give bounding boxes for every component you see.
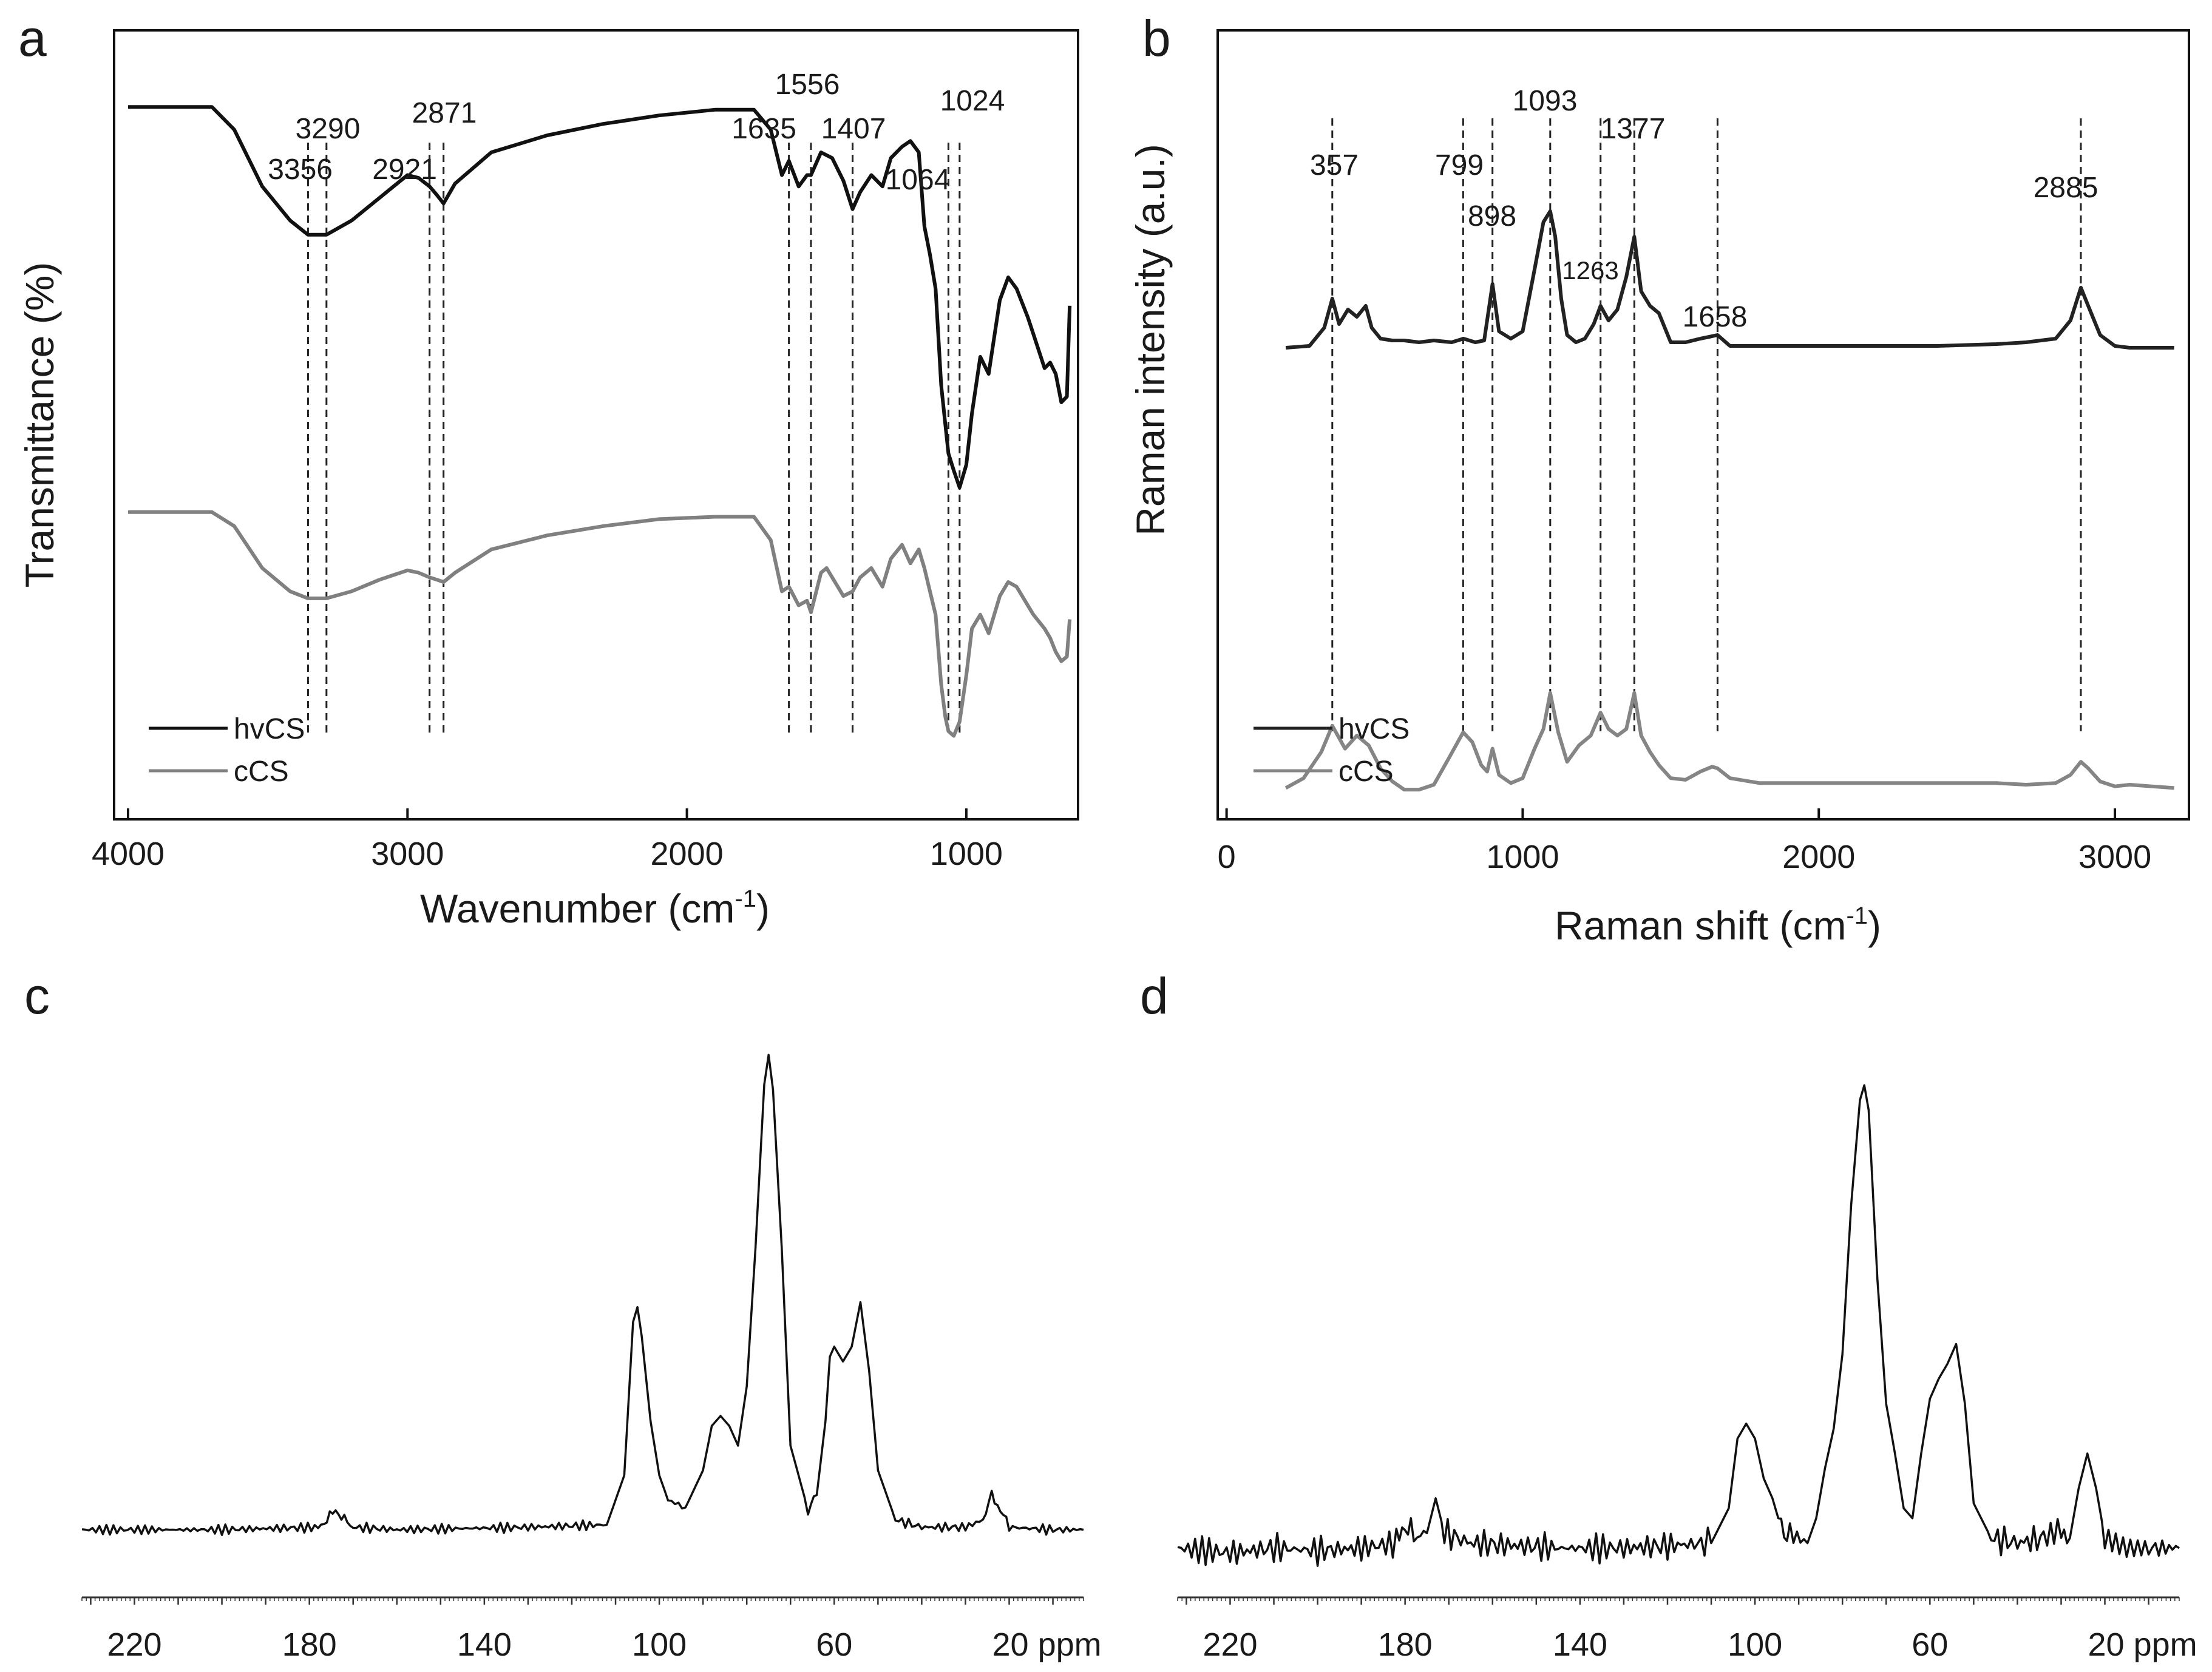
peak-label-2921: 2921 xyxy=(372,154,437,186)
legend-label-ccs-b: cCS xyxy=(1338,756,1394,788)
x-tick-label: 0 xyxy=(1218,839,1236,875)
panel-c-nmr: c 220 180 140 100 60 20 ppm xyxy=(24,967,1102,1663)
nmr-tick-label: 20 ppm xyxy=(992,1626,1102,1663)
legend-label-hvcs: hvCS xyxy=(234,713,305,745)
panel-b-plot-frame xyxy=(1216,29,2190,821)
nmr-tick-label: 100 xyxy=(632,1626,687,1663)
peak-label-1635: 1635 xyxy=(731,113,796,145)
panel-c-x-axis: 220 180 140 100 60 20 ppm xyxy=(81,1596,1102,1663)
panel-b-x-ticks: 0 1000 2000 3000 xyxy=(1218,808,2151,875)
series-line-ccs xyxy=(128,510,1072,738)
panel-a-legend: hvCS cCS xyxy=(149,713,305,788)
nmr-tick-label: 100 xyxy=(1728,1626,1782,1663)
nmr-tick-label: 140 xyxy=(1553,1626,1607,1663)
panel-d-nmr: d 220 180 140 100 60 20 ppm xyxy=(1140,967,2197,1663)
series-line-ccs xyxy=(1284,691,2174,792)
peak-label-1556: 1556 xyxy=(775,69,840,101)
nmr-tick-label: 140 xyxy=(457,1626,512,1663)
peak-label-2871: 2871 xyxy=(412,97,477,129)
peak-label-1407: 1407 xyxy=(821,113,886,145)
panel-b-x-title-main: Raman shift (cm xyxy=(1555,903,1846,948)
panel-b-letter: b xyxy=(1142,10,1171,67)
peak-label-3356: 3356 xyxy=(268,154,333,186)
panel-d-x-axis: 220 180 140 100 60 20 ppm xyxy=(1177,1596,2197,1663)
legend-label-hvcs-b: hvCS xyxy=(1338,713,1410,745)
nmr-tick-label: 20 ppm xyxy=(2088,1626,2197,1663)
panel-d-series xyxy=(1177,1084,2180,1567)
panel-b-raman: b 0 1000 2000 3000 357 799 898 1093 1263 13… xyxy=(1128,10,2190,948)
panel-a-x-title-sup: -1 xyxy=(735,885,756,912)
nmr-tick-label: 60 xyxy=(1912,1626,1948,1663)
panel-b-x-title-tail: ) xyxy=(1868,903,1881,948)
peak-label-1377: 1377 xyxy=(1601,113,1666,145)
nmr-spectrum-line xyxy=(81,1054,1084,1536)
peak-label-1263: 1263 xyxy=(1562,256,1618,285)
panel-b-series xyxy=(1284,209,2174,792)
panel-b-x-axis-title: Raman shift (cm-1) xyxy=(1555,902,1881,948)
peak-label-2885: 2885 xyxy=(2034,172,2098,204)
panel-d-letter: d xyxy=(1140,967,1169,1024)
peak-label-3290: 3290 xyxy=(296,113,361,145)
x-tick-label: 1000 xyxy=(1486,839,1559,875)
panel-a-y-axis-title: Transmittance (%) xyxy=(17,262,62,588)
panel-a-ftir: a 4000 3000 2000 1000 3356 3290 2921 2871 1… xyxy=(17,10,1079,931)
panel-a-series xyxy=(128,105,1072,738)
x-tick-label: 2000 xyxy=(651,836,724,872)
panel-a-plot-frame xyxy=(113,29,1079,821)
peak-label-1064: 1064 xyxy=(886,164,951,196)
panel-a-x-ticks: 4000 3000 2000 1000 xyxy=(92,808,1003,872)
panel-a-peak-lines xyxy=(307,143,961,737)
peak-label-799: 799 xyxy=(1435,149,1484,181)
x-tick-label: 1000 xyxy=(930,836,1003,872)
x-tick-label: 2000 xyxy=(1782,839,1855,875)
nmr-tick-label: 60 xyxy=(816,1626,852,1663)
peak-label-1024: 1024 xyxy=(940,85,1005,117)
panel-a-x-axis-title: Wavenumber (cm-1) xyxy=(420,885,770,931)
peak-label-357: 357 xyxy=(1310,149,1359,181)
panel-b-peak-lines xyxy=(1331,118,2082,731)
peak-label-1093: 1093 xyxy=(1513,85,1578,117)
nmr-tick-label: 180 xyxy=(1378,1626,1433,1663)
x-tick-label: 3000 xyxy=(371,836,444,872)
panel-b-x-title-sup: -1 xyxy=(1846,902,1868,929)
series-line-hvcs xyxy=(128,105,1072,490)
legend-label-ccs: cCS xyxy=(234,756,289,788)
panel-a-x-title-tail: ) xyxy=(756,886,770,931)
nmr-tick-label: 220 xyxy=(107,1626,161,1663)
panel-c-letter: c xyxy=(24,967,50,1024)
panel-a-x-title-main: Wavenumber (cm xyxy=(420,886,735,931)
series-line-hvcs xyxy=(1285,209,2174,350)
peak-label-898: 898 xyxy=(1468,200,1516,232)
panel-b-legend: hvCS cCS xyxy=(1254,713,1410,788)
x-tick-label: 3000 xyxy=(2078,839,2151,875)
x-tick-label: 4000 xyxy=(92,836,165,872)
nmr-tick-label: 220 xyxy=(1203,1626,1257,1663)
peak-label-1658: 1658 xyxy=(1683,301,1748,333)
panel-b-y-axis-title: Raman intensity (a.u.) xyxy=(1128,144,1173,536)
panel-a-letter: a xyxy=(18,10,47,67)
panel-c-series xyxy=(81,1054,1084,1536)
nmr-tick-label: 180 xyxy=(282,1626,337,1663)
nmr-spectrum-line xyxy=(1177,1084,2180,1567)
